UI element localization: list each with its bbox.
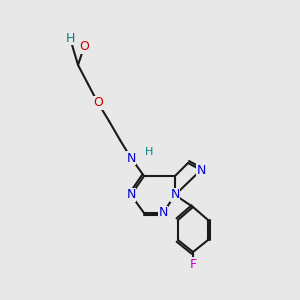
Text: F: F: [189, 257, 197, 271]
Text: N: N: [170, 188, 180, 202]
Text: N: N: [196, 164, 206, 176]
Text: N: N: [126, 188, 136, 202]
Text: O: O: [93, 97, 103, 110]
Text: H: H: [65, 32, 75, 44]
Text: O: O: [79, 40, 89, 53]
Text: H: H: [145, 147, 153, 157]
Text: N: N: [158, 206, 168, 220]
Text: N: N: [126, 152, 136, 164]
